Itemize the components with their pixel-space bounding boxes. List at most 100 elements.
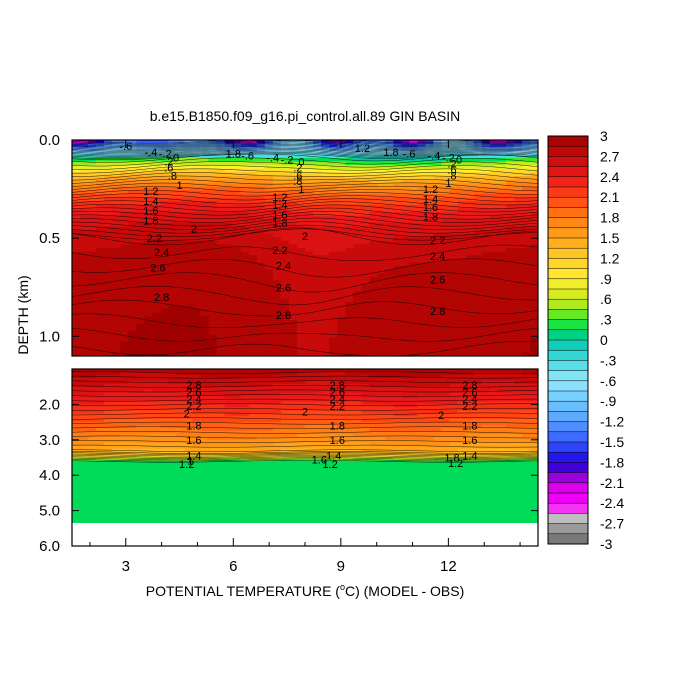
- lower-contour-label: 2.2: [186, 401, 201, 413]
- upper-contour-label: .6: [293, 170, 302, 182]
- upper-panel: -.6 -.4 -.2 0.2.6.811.21.41.61.822.22.42.62…: [39, 132, 539, 357]
- lower-contour-label: 2: [184, 408, 190, 420]
- x-axis-label: POTENTIAL TEMPERATURE (oC) (MODEL - OBS): [146, 582, 465, 599]
- colorbar-tick-label: .3: [600, 312, 612, 328]
- colorbar-swatch: [548, 340, 588, 351]
- lower_panel-y-tick-label: 6.0: [39, 538, 60, 555]
- colorbar-swatch: [548, 503, 588, 514]
- colorbar-swatch: [548, 309, 588, 320]
- upper-contour-label: -.4: [266, 153, 279, 165]
- upper-contour-label: .8: [168, 170, 177, 182]
- upper-contour-label: -.2: [159, 149, 172, 161]
- lower-panel-contour-labels: 2.82.62.42.221.81.61.411.22.82.62.42.221…: [179, 380, 477, 471]
- upper-contour-label: 2.6: [276, 282, 291, 294]
- upper-contour-label: 2.8: [430, 306, 445, 318]
- upper-contour-label: 1.8: [383, 147, 398, 159]
- lower_panel-y-tick-label: 4.0: [39, 467, 60, 484]
- lower-contour-label: 2.6: [186, 387, 201, 399]
- colorbar-swatch: [548, 136, 588, 147]
- colorbar-tick-label: -.9: [600, 393, 617, 409]
- upper-contour-label: 2.6: [150, 263, 165, 275]
- colorbar-swatch: [548, 493, 588, 504]
- lower-panel-color-fill: [72, 369, 538, 523]
- colorbar-swatch: [548, 278, 588, 290]
- colorbar-swatch: [548, 431, 588, 443]
- colorbar-tick-label: -2.4: [600, 495, 624, 511]
- colorbar-swatch: [548, 472, 588, 484]
- colorbar-tick-label: -2.7: [600, 516, 624, 532]
- upper_panel-y-tick-label: 0.0: [39, 132, 60, 149]
- lower-contour-label: 1.4: [462, 451, 477, 463]
- upper-contour-label: 1.6: [272, 210, 287, 222]
- upper-contour-label: 2.4: [276, 261, 291, 273]
- colorbar-swatch: [548, 370, 588, 382]
- lower-contour-label: 1.6: [330, 435, 345, 447]
- upper-contour-label: 1: [298, 184, 304, 196]
- upper-contour-label: 2.2: [430, 235, 445, 247]
- colorbar-swatch: [548, 227, 588, 239]
- upper-contour-label: 0: [298, 157, 304, 169]
- lower_panel-y-tick-label: 2.0: [39, 396, 60, 413]
- lower-contour-label: 1.6: [312, 454, 327, 466]
- colorbar-tick-label: .9: [600, 271, 612, 287]
- x-axis-label-main: POTENTIAL TEMPERATURE (: [146, 583, 341, 599]
- colorbar-swatch: [548, 482, 588, 494]
- lower-contour-label: 2.4: [330, 394, 345, 406]
- lower-contour-label: 2: [302, 407, 308, 419]
- colorbar-swatch: [548, 329, 588, 341]
- upper-contour-label: -.2: [281, 155, 294, 167]
- upper-contour-label: 1.2: [143, 186, 158, 198]
- lower-contour-label: 1: [187, 455, 193, 467]
- colorbar-tick-label: 2.4: [600, 169, 620, 185]
- colorbar-tick-label: 2.1: [600, 189, 620, 205]
- x-tick-label: 6: [229, 558, 237, 575]
- colorbar-tick-label: -2.1: [600, 475, 624, 491]
- upper-contour-label: 2.4: [430, 251, 445, 263]
- colorbar-tick-label: 3: [600, 128, 608, 144]
- colorbar-tick-label: -.3: [600, 352, 617, 368]
- upper-contour-label: 1.4: [143, 196, 158, 208]
- lower-contour-label: 2.2: [462, 401, 477, 413]
- upper-contour-label: -.4: [428, 151, 441, 163]
- colorbar-swatch: [548, 248, 588, 259]
- upper-contour-label: .6: [447, 165, 456, 177]
- upper-contour-label: .2: [447, 159, 456, 171]
- lower-contour-label: 1.4: [326, 451, 341, 463]
- upper-contour-label: .8: [447, 170, 456, 182]
- colorbar-swatch: [548, 513, 588, 524]
- lower-contour-label: 1.8: [186, 421, 201, 433]
- upper-contour-label: 1.2: [355, 143, 370, 155]
- colorbar-swatch: [548, 207, 588, 218]
- y-axis-label: DEPTH (km): [15, 275, 31, 354]
- upper-contour-label: 2: [302, 231, 308, 243]
- colorbar-tick-label: 1.2: [600, 250, 620, 266]
- upper-contour-label: 2.8: [276, 310, 291, 322]
- colorbar-swatch: [548, 289, 588, 300]
- lower-panel-contour-lines: [72, 371, 538, 463]
- x-tick-label: 12: [440, 558, 457, 575]
- colorbar-swatch: [548, 401, 588, 412]
- lower-contour-label: 1.6: [462, 435, 477, 447]
- colorbar-swatch: [548, 319, 588, 331]
- lower-contour-label: 2.2: [330, 401, 345, 413]
- lower-contour-label: 1.8: [330, 421, 345, 433]
- colorbar-swatch: [548, 533, 588, 545]
- upper-contour-label: -.6: [403, 149, 416, 161]
- upper-contour-label: 1.4: [272, 200, 287, 212]
- upper-contour-label: .6: [164, 163, 173, 175]
- lower-contour-label: 1.6: [186, 435, 201, 447]
- colorbar-swatch: [548, 452, 588, 463]
- lower-contour-label: 2.6: [330, 387, 345, 399]
- upper-contour-label: 2.2: [147, 233, 162, 245]
- colorbar-swatch: [548, 268, 588, 280]
- lower-panel: 2.82.62.42.221.81.61.411.22.82.62.42.221…: [39, 140, 539, 575]
- upper-contour-label: 2.4: [154, 247, 169, 259]
- colorbar-swatch: [548, 176, 588, 188]
- upper_panel-y-tick-label: 0.5: [39, 230, 60, 247]
- colorbar-tick-label: -1.8: [600, 454, 624, 470]
- upper-contour-label: 2.8: [154, 292, 169, 304]
- upper-contour-label: 1.6: [143, 206, 158, 218]
- upper-contour-label: 2: [191, 223, 197, 235]
- lower-contour-label: 1.8: [444, 453, 459, 465]
